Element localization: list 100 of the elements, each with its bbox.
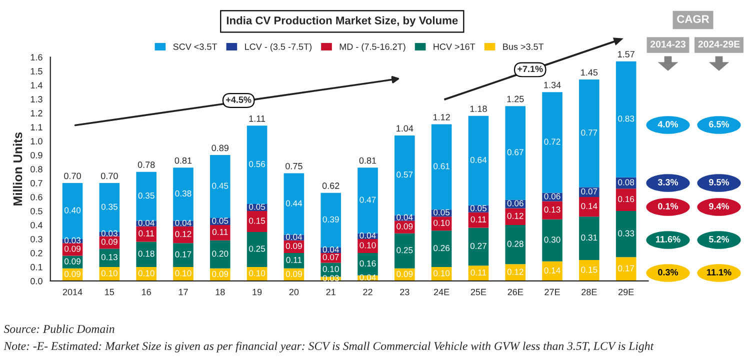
data-label: 0.45 [212, 182, 228, 189]
x-tick-label: 21 [326, 288, 336, 296]
bar [542, 261, 562, 281]
data-label: 0.11 [212, 228, 228, 236]
data-label: 0.05 [212, 218, 228, 224]
total-label: 0.70 [64, 172, 81, 180]
data-label: 0.04 [138, 220, 154, 226]
total-label: 1.11 [249, 115, 266, 122]
data-label: 0.11 [138, 230, 154, 236]
bar [468, 212, 489, 228]
text: 0.3% [658, 269, 678, 276]
total-label: 0.81 [174, 157, 192, 164]
total-label: 0.89 [212, 144, 228, 152]
legend-label: Bus >3.5T [503, 44, 544, 50]
bar [542, 92, 562, 193]
y-tick-label: 1.1 [30, 124, 42, 130]
text: 2014-23 [650, 40, 686, 48]
data-label: 0.16 [618, 196, 634, 202]
bar [173, 243, 194, 267]
x-tick-label: 25E [470, 288, 486, 296]
total-label: 0.75 [286, 162, 302, 170]
text: Note: -E- Estimated: Market Size is given as per financial year: SCV is Small Commercial Vehicle with GVW less than 3.5T, LCV is Light [4, 342, 654, 352]
data-label: 0.10 [138, 270, 154, 276]
bar [616, 257, 636, 281]
data-label: 0.09 [212, 270, 228, 277]
data-label: 0.14 [544, 267, 560, 274]
total-label: 1.45 [581, 69, 598, 76]
data-label: 0.13 [101, 254, 118, 260]
bar [505, 208, 526, 225]
y-tick-label: 0.7 [30, 180, 42, 186]
bar [246, 211, 268, 232]
data-label: 0.56 [249, 161, 266, 168]
y-tick-label: 1.3 [30, 96, 42, 102]
x-tick-label: 27E [544, 288, 560, 296]
bar [579, 80, 600, 188]
annotation: +7.1% [518, 66, 543, 72]
bar [173, 226, 194, 244]
y-tick-label: 1.6 [30, 54, 42, 60]
bar [616, 61, 636, 178]
total-label: 1.34 [544, 82, 561, 88]
bar [246, 126, 268, 204]
text: 9.5% [709, 179, 730, 186]
text: 9.4% [709, 203, 730, 210]
data-label: 0.07 [581, 188, 598, 194]
data-label: 0.30 [544, 236, 560, 243]
data-label: 0.09 [396, 223, 413, 230]
data-label: 0.06 [507, 200, 524, 206]
bar [505, 225, 526, 264]
total-label: 0.62 [322, 182, 340, 189]
total-label: 0.78 [138, 162, 155, 168]
data-label: 0.07 [322, 254, 339, 260]
data-label: 0.35 [138, 192, 154, 199]
bar [579, 260, 600, 281]
text: 11.6% [656, 236, 680, 242]
x-tick-label: 15 [105, 288, 114, 296]
data-label: 0.40 [64, 207, 81, 214]
data-label: 0.33 [618, 230, 634, 236]
x-tick-label: 24E [434, 288, 450, 296]
text: 0.1% [658, 203, 678, 210]
y-tick-label: 0.5 [30, 208, 42, 214]
data-label: 0.04 [360, 274, 376, 280]
text: CAGR [677, 15, 710, 23]
data-label: 0.12 [507, 268, 524, 275]
y-tick-label: 0.2 [30, 250, 42, 256]
x-tick-label: 23 [400, 288, 410, 296]
data-label: 0.05 [249, 204, 266, 210]
data-label: 0.11 [286, 256, 302, 263]
data-label: 0.14 [581, 203, 598, 210]
data-label: 0.25 [249, 246, 266, 252]
y-tick-label: 0.0 [30, 278, 42, 284]
data-label: 0.10 [434, 270, 450, 276]
data-label: 0.77 [581, 130, 598, 136]
annotation: +4.5% [226, 96, 252, 103]
data-label: 0.31 [581, 234, 598, 241]
data-label: 0.04 [322, 246, 339, 252]
x-tick-label: 16 [142, 288, 151, 296]
text: 5.2% [708, 236, 730, 242]
y-tick-label: 0.4 [30, 222, 42, 228]
bar [136, 172, 156, 221]
data-label: 0.13 [544, 206, 560, 213]
x-tick-label: 19 [252, 288, 262, 296]
data-label: 0.11 [470, 269, 486, 276]
data-label: 0.64 [470, 156, 487, 163]
total-label: 0.70 [101, 172, 118, 180]
bar [579, 216, 600, 260]
y-tick-label: 0.1 [30, 264, 42, 270]
chart-title: India CV Production Market Size, by Volume [226, 16, 458, 27]
text: 11.1% [707, 269, 732, 276]
data-label: 0.12 [175, 231, 192, 238]
data-label: 0.11 [470, 216, 486, 222]
bar [468, 228, 489, 266]
total-label: 0.81 [359, 157, 376, 164]
x-tick-label: 17 [178, 288, 188, 296]
x-tick-label: 2014 [62, 288, 82, 296]
data-label: 0.10 [249, 270, 266, 276]
total-label: 1.57 [618, 51, 634, 58]
bar [320, 192, 341, 248]
data-label: 0.16 [360, 260, 376, 266]
data-label: 0.61 [434, 163, 450, 170]
data-label: 0.03 [64, 237, 81, 244]
